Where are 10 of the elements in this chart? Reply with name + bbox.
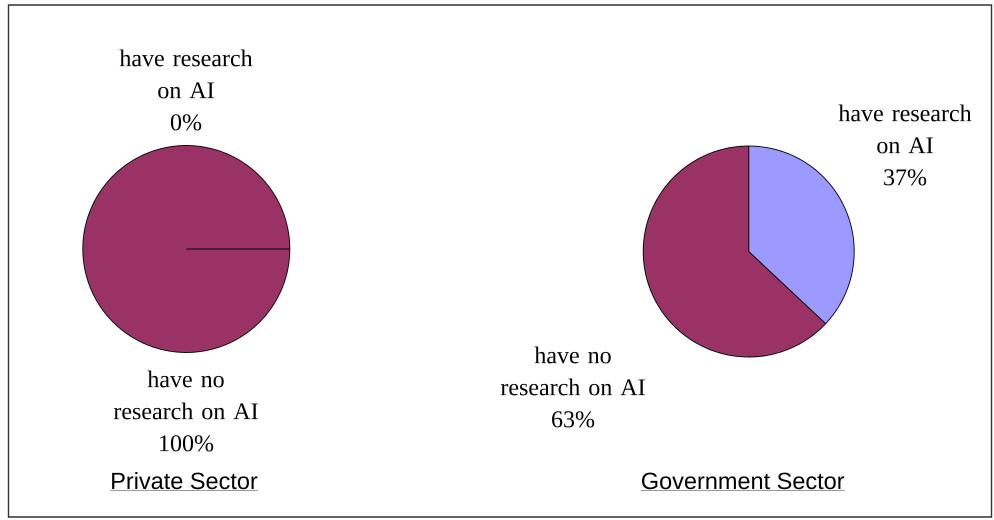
data-label: 63% — [552, 411, 594, 428]
text: 0% — [170, 114, 202, 130]
slice-label: have no research on AI — [114, 370, 258, 420]
text: Private Sector — [112, 472, 258, 490]
slice-label: have research on AI — [838, 104, 972, 154]
data-label: 100% — [160, 435, 214, 452]
slice-label: have no research on AI — [500, 346, 645, 396]
text: Government Sector — [642, 472, 844, 490]
data-label: 37% — [884, 169, 926, 186]
category-label: have research on AI — [120, 50, 252, 98]
